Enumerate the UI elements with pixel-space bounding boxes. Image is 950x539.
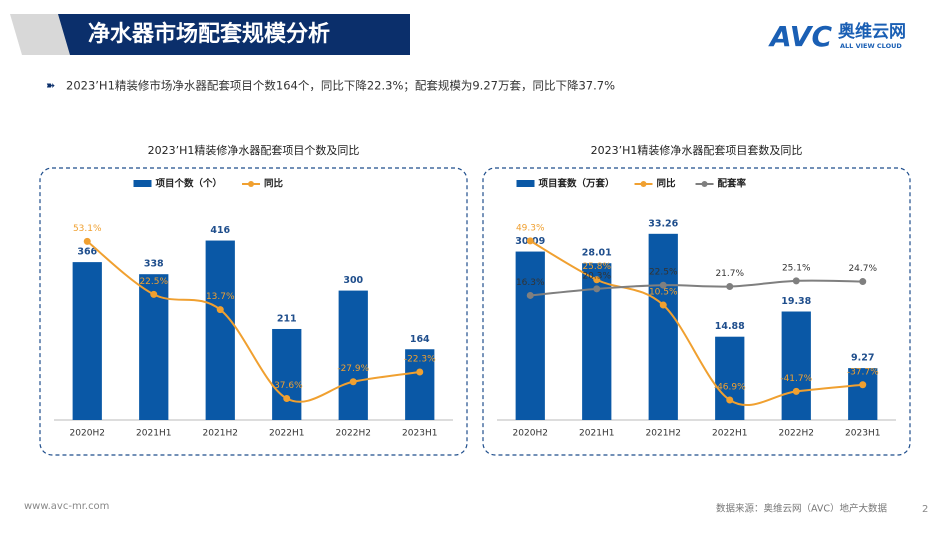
line-label: 13.7%	[206, 292, 235, 302]
chart-title: 2023’H1精装修净水器配套项目套数及同比	[591, 143, 803, 157]
chart-frame	[39, 167, 468, 456]
bar-label: 338	[144, 259, 164, 270]
page-number: 2	[922, 504, 928, 515]
logo: AVC	[768, 20, 832, 53]
bar-label: 33.26	[648, 218, 678, 229]
line-point	[726, 396, 734, 404]
line-label: 22.5%	[139, 277, 168, 287]
line-point	[859, 381, 867, 389]
x-tick-label: 2021H1	[579, 429, 614, 439]
x-tick-label: 2022H1	[712, 429, 747, 439]
footer-source: 数据来源：奥维云网（AVC）地产大数据	[716, 503, 888, 515]
bar	[515, 251, 545, 420]
line-point	[216, 306, 224, 314]
bar	[272, 328, 302, 420]
bar	[405, 349, 435, 420]
x-tick-label: 2022H2	[336, 429, 371, 439]
line-point	[792, 277, 800, 285]
line-label: 22.5%	[649, 268, 678, 278]
x-tick-label: 2020H2	[70, 429, 105, 439]
line-point	[349, 378, 357, 386]
legend-label: 项目套数（万套）	[539, 178, 615, 190]
line-point	[792, 387, 800, 395]
line-label: -22.3%	[404, 355, 436, 365]
line-label: 24.7%	[848, 264, 877, 274]
line-point	[726, 283, 734, 291]
line-label: -37.7%	[847, 367, 879, 377]
bar-label: 19.38	[781, 296, 811, 307]
line-label: 49.3%	[516, 223, 545, 233]
line-label: 25.8%	[582, 262, 611, 272]
page-title: 净水器市场配套规模分析	[88, 21, 330, 47]
bar	[848, 368, 878, 420]
bar-label: 211	[277, 313, 297, 324]
line	[530, 279, 863, 297]
line-label: 21.7%	[715, 269, 744, 279]
line-label: 10.5%	[649, 288, 678, 298]
x-tick-label: 2021H1	[136, 429, 171, 439]
line-label: 25.1%	[782, 263, 811, 273]
legend-label: 同比	[264, 178, 284, 190]
bar-label: 366	[77, 247, 97, 258]
line-point	[859, 278, 867, 286]
legend-swatch	[640, 181, 647, 187]
line-point	[526, 237, 534, 245]
footer-site: www.avc-mr.com	[24, 501, 109, 512]
chart-frame	[482, 167, 911, 456]
bar-label: 416	[210, 225, 230, 236]
summary: 2023’H1精装修市场净水器配套项目个数164个，同比下降22.3%；配套规模…	[66, 79, 615, 93]
line	[529, 239, 863, 406]
bar	[648, 233, 678, 420]
x-tick-label: 2020H2	[513, 429, 548, 439]
bar-label: 164	[410, 334, 430, 345]
bar	[72, 262, 102, 420]
line-label: 16.3%	[516, 278, 545, 288]
line-point	[283, 395, 291, 403]
legend-label: 配套率	[718, 178, 747, 190]
line-point	[593, 276, 601, 284]
legend-swatch	[516, 180, 535, 187]
line-point	[659, 281, 667, 289]
line-label: 53.1%	[73, 224, 102, 234]
line-point	[150, 290, 158, 298]
x-tick-label: 2022H2	[779, 429, 814, 439]
legend-swatch	[248, 181, 255, 187]
logo-cn: 奥维云网	[838, 21, 906, 42]
x-tick-label: 2021H2	[646, 429, 681, 439]
bar	[338, 290, 368, 420]
line-point	[593, 285, 601, 293]
x-tick-label: 2022H1	[269, 429, 304, 439]
bar-label: 9.27	[851, 353, 874, 364]
line-point	[526, 291, 534, 299]
line-point	[416, 368, 424, 376]
line-point	[83, 237, 91, 245]
legend-label: 项目个数（个）	[156, 178, 223, 190]
x-tick-label: 2021H2	[203, 429, 238, 439]
banner	[58, 14, 410, 55]
line-point	[659, 301, 667, 309]
line	[86, 240, 420, 403]
bullet-icon: ➽	[46, 79, 55, 92]
line-label: -46.9%	[714, 382, 746, 392]
x-tick-label: 2023H1	[845, 429, 880, 439]
x-tick-label: 2023H1	[402, 429, 437, 439]
legend-swatch	[133, 180, 152, 187]
line-label: -27.9%	[337, 364, 369, 374]
bar	[205, 240, 235, 420]
legend-label: 同比	[657, 178, 677, 190]
legend-swatch	[701, 181, 708, 187]
line-label: -37.6%	[271, 381, 303, 391]
line-label: 20.3%	[582, 271, 611, 281]
bar-label: 14.88	[715, 321, 745, 332]
bar	[715, 336, 745, 420]
logo-en: ALL VIEW CLOUD	[840, 42, 902, 50]
bar-label: 300	[343, 275, 363, 286]
bar	[781, 311, 811, 420]
bar-label: 28.01	[582, 248, 612, 259]
chart-title: 2023’H1精装修净水器配套项目个数及同比	[148, 143, 360, 157]
line-label: -41.7%	[780, 374, 812, 384]
